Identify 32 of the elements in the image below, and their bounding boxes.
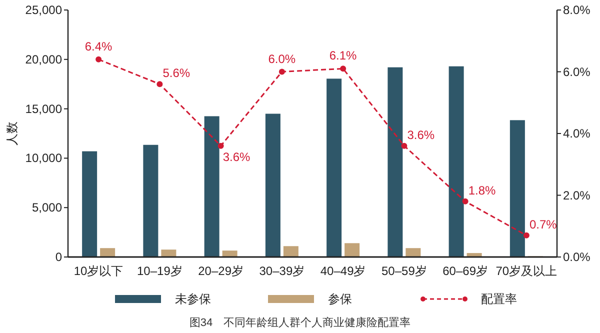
text: 图34 不同年龄组人群个人商业健康险配置率 [189,316,411,329]
x-tick-label: 60–69岁 [442,264,488,278]
legend-label: 参保 [328,292,352,306]
y-tick-label: 15,000 [25,102,62,116]
x-tick-label: 10岁以下 [74,264,124,278]
y-tick-label: 5,000 [32,200,62,215]
data-label: 5.6% [162,66,190,80]
y2-tick-label: 0.0% [563,250,591,264]
y-tick-label: 20,000 [25,52,62,66]
x-tick-label: 30–39岁 [259,264,305,278]
x-tick-label: 20–29岁 [198,264,244,278]
y-tick-label: 25,000 [25,3,62,17]
y-tick-label: 10,000 [25,151,62,166]
x-tick-label: 10–19岁 [137,264,182,278]
y2-tick-label: 2.0% [563,188,591,202]
data-label: 6.1% [329,48,358,63]
data-label: 0.7% [529,217,558,232]
y-axis-title: 人数 [5,122,19,146]
data-label: 6.4% [84,39,113,54]
y2-tick-label: 4.0% [563,126,591,140]
y-tick-label: 0 [55,250,62,264]
x-tick-label: 50–59岁 [382,264,427,278]
data-label: 3.6% [222,150,250,164]
legend-label: 未参保 [175,292,211,306]
data-label: 6.0% [268,52,296,66]
x-tick-label: 70岁及以上 [496,264,558,278]
y2-tick-label: 8.0% [563,3,591,17]
y2-tick-label: 6.0% [563,64,591,79]
legend-label: 配置率 [481,292,517,306]
data-label: 1.8% [468,183,496,198]
x-tick-label: 40–49岁 [320,264,366,278]
data-label: 3.6% [407,128,435,142]
